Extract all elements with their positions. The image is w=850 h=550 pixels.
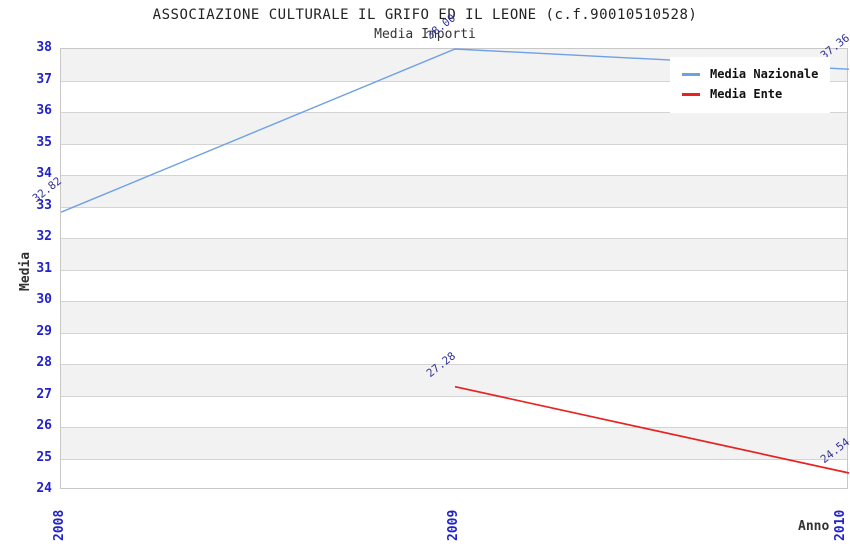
media-nazionale-line-swatch (682, 72, 700, 76)
y-tick-label: 31 (36, 260, 52, 276)
media-ente-line (454, 385, 850, 474)
plot-band (61, 175, 847, 207)
y-tick-label: 33 (36, 197, 52, 213)
x-tick-label: 2009 (446, 509, 461, 541)
y-tick-label: 24 (36, 481, 52, 496)
y-tick-label: 38 (36, 40, 52, 55)
grid-line (61, 458, 847, 460)
grid-line (61, 269, 847, 271)
legend: Media Nazionale Media Ente (670, 57, 831, 113)
plot-band (61, 238, 847, 270)
x-axis-label: Anno (798, 519, 830, 534)
y-tick-label: 25 (36, 449, 52, 465)
grid-line (61, 238, 847, 239)
plot-area (60, 48, 850, 489)
legend-item-media-ente: Media Ente (682, 84, 818, 104)
y-tick-label: 27 (36, 386, 52, 402)
grid-line (61, 206, 847, 208)
plot-band (61, 427, 847, 459)
y-tick-label: 32 (36, 229, 52, 244)
legend-item-media-nazionale: Media Nazionale (682, 64, 818, 84)
grid-line (61, 112, 847, 113)
y-axis-label: Media (18, 251, 33, 291)
media-ente-line-swatch (682, 92, 700, 96)
y-tick-label: 37 (36, 71, 52, 87)
y-tick-label: 26 (36, 418, 52, 433)
legend-label-media-nazionale: Media Nazionale (710, 67, 819, 81)
y-tick-label: 35 (36, 134, 52, 150)
y-tick-label: 29 (36, 323, 52, 339)
y-tick-label: 30 (36, 292, 52, 307)
legend-label-media-ente: Media Ente (710, 87, 783, 101)
plot-band (61, 301, 847, 333)
grid-line (61, 332, 847, 334)
x-tick-label: 2010 (833, 509, 848, 541)
grid-line (61, 364, 847, 365)
grid-line (61, 143, 847, 145)
x-tick-label: 2008 (52, 509, 67, 541)
y-tick-label: 28 (36, 355, 52, 370)
chart-subtitle: Media Importi (374, 27, 476, 42)
grid-line (61, 395, 847, 397)
grid-line (61, 427, 847, 428)
plot-band (61, 364, 847, 396)
plot-band (61, 112, 847, 144)
series-lines (60, 48, 850, 474)
chart-title: ASSOCIAZIONE CULTURALE IL GRIFO ED IL LE… (152, 7, 698, 23)
grid-line (61, 175, 847, 176)
y-tick-label: 34 (36, 166, 52, 181)
y-tick-label: 36 (36, 103, 52, 118)
grid-line (61, 301, 847, 302)
grid-line (61, 80, 847, 82)
